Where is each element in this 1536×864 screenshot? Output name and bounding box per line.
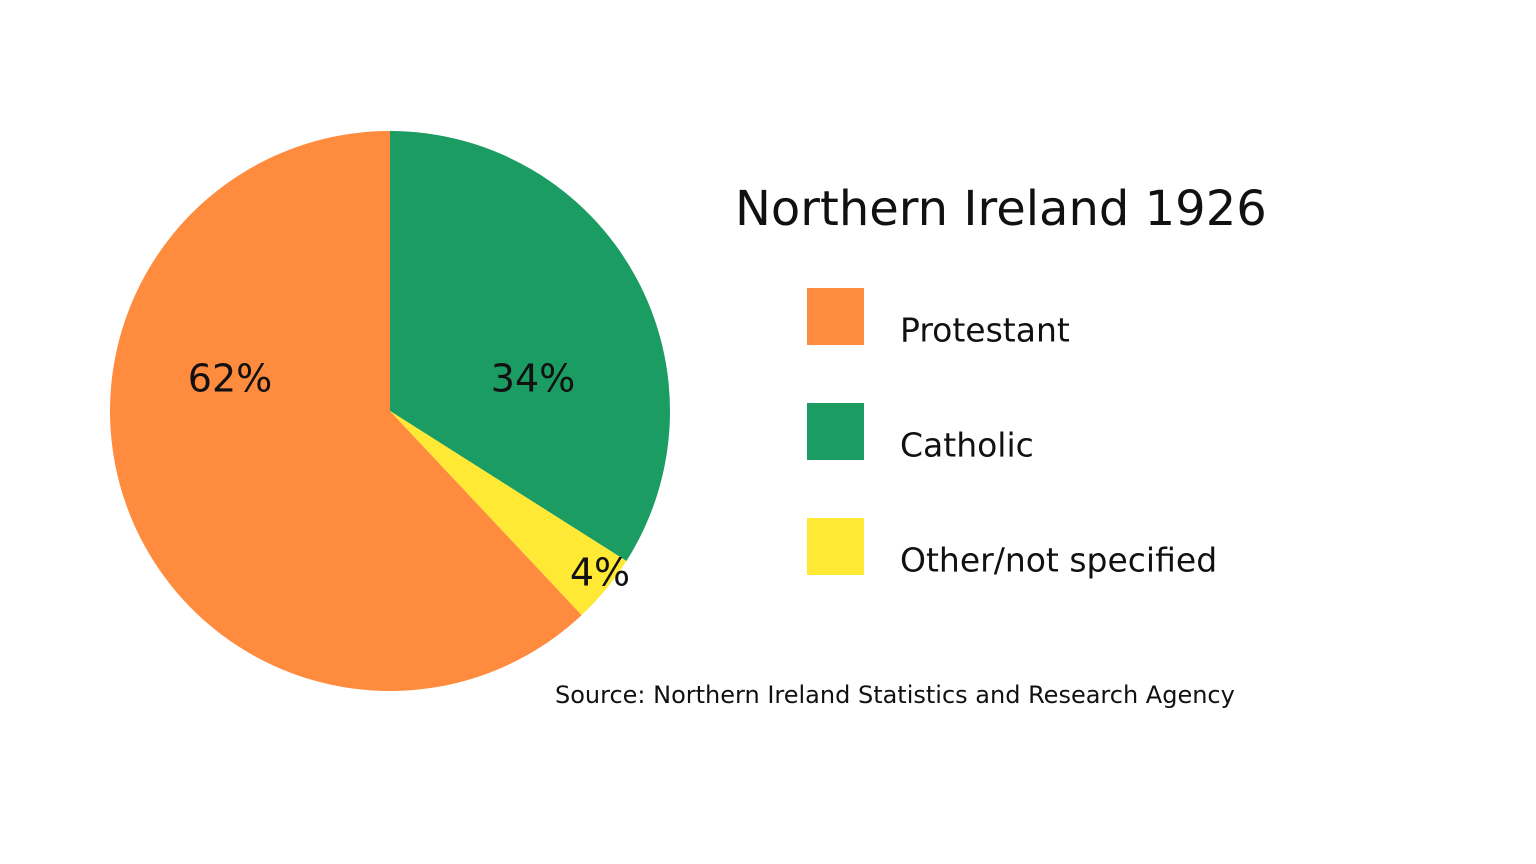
pie-slice	[390, 411, 627, 616]
value-label: 62%	[188, 357, 272, 401]
value-label: 4%	[570, 551, 630, 595]
pie-slice	[390, 131, 670, 562]
legend-label: Protestant	[900, 311, 1070, 350]
value-label: 34%	[491, 357, 575, 401]
legend-label: Catholic	[900, 426, 1034, 465]
source-note: Source: Northern Ireland Statistics and …	[555, 681, 1235, 709]
legend-swatch	[807, 288, 864, 345]
chart-title: Northern Ireland 1926	[735, 181, 1267, 237]
legend-label: Other/not specified	[900, 541, 1217, 580]
legend-swatch	[807, 403, 864, 460]
pie-slice	[109, 131, 582, 691]
legend-swatch	[807, 518, 864, 575]
